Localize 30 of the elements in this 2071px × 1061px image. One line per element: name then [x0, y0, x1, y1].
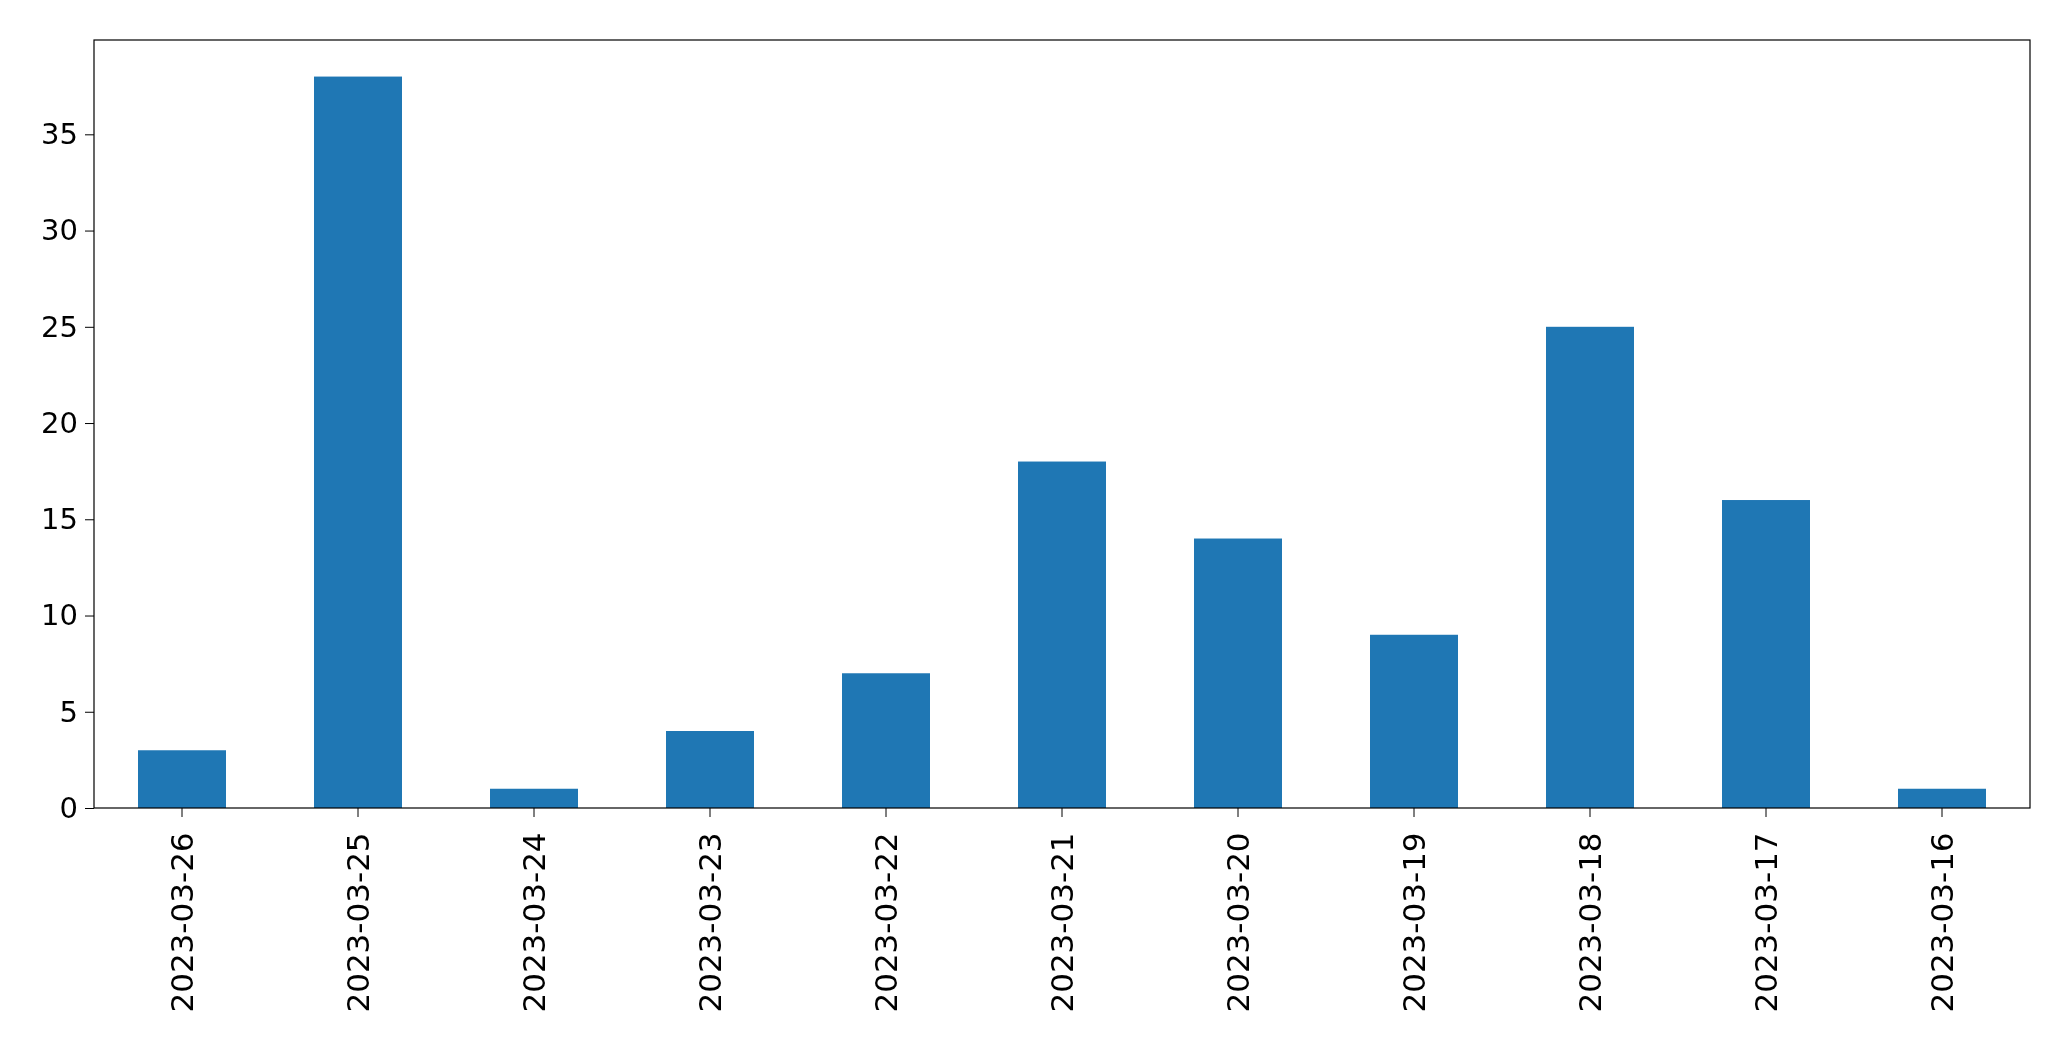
- x-tick-label: 2023-03-22: [867, 832, 904, 1013]
- bar: [842, 673, 930, 808]
- y-tick-label: 5: [59, 694, 78, 729]
- y-tick-label: 35: [41, 117, 78, 152]
- bar: [1898, 788, 1986, 808]
- bar: [490, 788, 578, 808]
- bar: [666, 731, 754, 808]
- x-tick-label: 2023-03-18: [1571, 832, 1608, 1013]
- bar: [1722, 500, 1810, 808]
- y-tick-label: 30: [41, 213, 78, 248]
- x-tick-label: 2023-03-24: [515, 832, 552, 1013]
- bar: [1370, 634, 1458, 808]
- y-tick-label: 25: [41, 309, 78, 344]
- y-tick-label: 15: [41, 502, 78, 537]
- x-tick-label: 2023-03-26: [163, 832, 200, 1013]
- y-tick-label: 0: [59, 790, 78, 825]
- x-tick-label: 2023-03-17: [1747, 832, 1784, 1013]
- x-tick-label: 2023-03-19: [1395, 832, 1432, 1013]
- x-tick-label: 2023-03-16: [1923, 832, 1960, 1013]
- y-tick-label: 10: [41, 598, 78, 633]
- bar: [314, 76, 402, 808]
- x-tick-label: 2023-03-23: [691, 832, 728, 1013]
- bar: [1018, 461, 1106, 808]
- bar: [1194, 538, 1282, 808]
- y-tick-label: 20: [41, 405, 78, 440]
- bar: [138, 750, 226, 808]
- x-tick-label: 2023-03-20: [1219, 832, 1256, 1013]
- bar: [1546, 326, 1634, 808]
- x-tick-label: 2023-03-21: [1043, 832, 1080, 1013]
- x-tick-label: 2023-03-25: [339, 832, 376, 1013]
